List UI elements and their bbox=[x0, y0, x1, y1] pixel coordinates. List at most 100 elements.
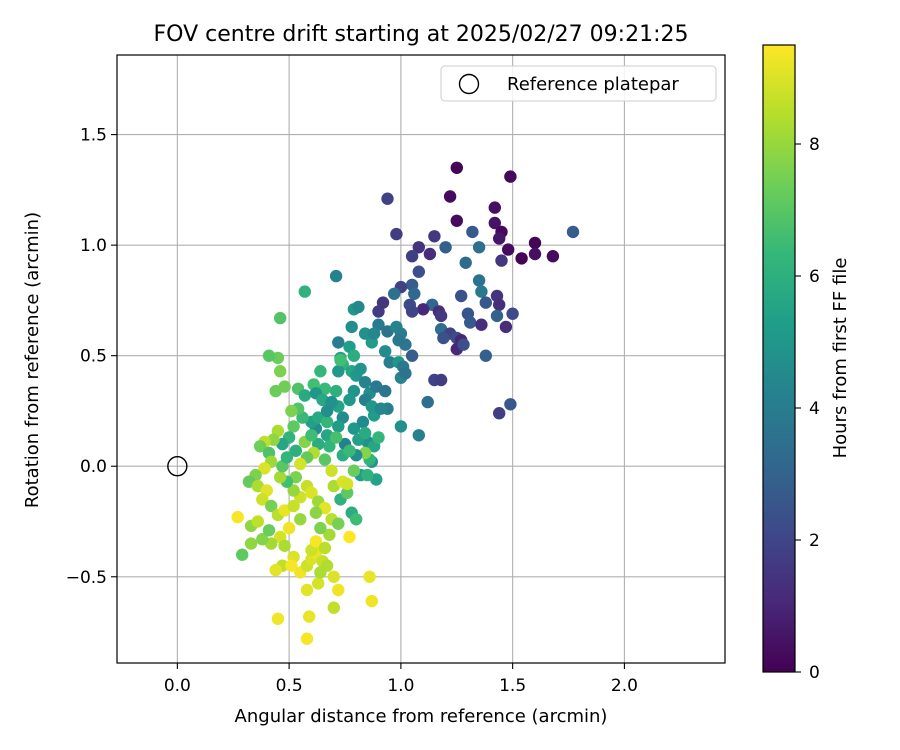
scatter-point bbox=[379, 345, 392, 358]
reference-platepar-marker bbox=[167, 456, 188, 477]
y-axis-label: Rotation from reference (arcmin) bbox=[22, 212, 43, 508]
scatter-point bbox=[285, 559, 298, 572]
scatter-point bbox=[332, 517, 345, 530]
scatter-point bbox=[493, 407, 506, 420]
scatter-point bbox=[405, 349, 419, 362]
scatter-point bbox=[405, 305, 419, 318]
scatter-point bbox=[332, 420, 345, 433]
colorbar-tick-label: 0 bbox=[809, 663, 820, 683]
scatter-point bbox=[379, 384, 392, 398]
scatter-point bbox=[341, 486, 354, 499]
scatter-point bbox=[318, 453, 332, 466]
scatter-point bbox=[372, 431, 385, 444]
scatter-point bbox=[499, 320, 513, 334]
scatter-point bbox=[285, 404, 298, 418]
scatter-point bbox=[502, 243, 515, 256]
scatter-point bbox=[493, 298, 506, 311]
scatter-point bbox=[265, 499, 278, 513]
scatter-point bbox=[488, 216, 501, 230]
scatter-point bbox=[271, 612, 285, 625]
scatter-point bbox=[566, 225, 580, 239]
y-tick-label: 0.5 bbox=[80, 347, 107, 367]
scatter-point bbox=[309, 506, 323, 519]
scatter-point bbox=[488, 201, 501, 214]
scatter-point bbox=[506, 307, 519, 320]
scatter-point bbox=[314, 521, 327, 535]
scatter-point bbox=[475, 318, 488, 331]
scatter-point bbox=[341, 477, 354, 491]
scatter-point bbox=[455, 289, 468, 303]
scatter-point bbox=[258, 462, 271, 475]
scatter-point bbox=[294, 513, 307, 526]
scatter-point bbox=[269, 563, 282, 577]
scatter-point bbox=[334, 353, 347, 367]
scatter-point bbox=[450, 214, 463, 227]
scatter-point bbox=[457, 338, 470, 351]
scatter-point bbox=[412, 265, 425, 278]
scatter-point bbox=[329, 269, 343, 283]
scatter-point bbox=[356, 415, 370, 429]
scatter-point bbox=[332, 336, 345, 349]
scatter-point bbox=[282, 521, 296, 535]
scatter-point bbox=[287, 420, 300, 433]
scatter-point bbox=[394, 420, 408, 433]
scatter-point bbox=[327, 570, 340, 583]
x-tick-label: 1.0 bbox=[387, 676, 414, 696]
y-axis-ticks: −0.5 0.0 0.5 1.0 1.5 bbox=[66, 126, 117, 588]
scatter-point bbox=[329, 384, 343, 398]
scatter-point bbox=[358, 327, 372, 340]
scatter-point bbox=[495, 254, 508, 267]
scatter-point bbox=[437, 331, 450, 345]
scatter-point bbox=[383, 356, 396, 369]
scatter-point bbox=[251, 515, 264, 528]
scatter-point bbox=[412, 241, 425, 254]
legend-marker bbox=[458, 73, 480, 95]
scatter-point bbox=[405, 250, 419, 263]
scatter-point bbox=[318, 541, 332, 555]
scatter-point bbox=[320, 415, 334, 429]
scatter-point bbox=[323, 528, 336, 541]
scatter-point bbox=[365, 594, 378, 608]
scatter-point bbox=[314, 566, 327, 579]
scatter-point bbox=[329, 431, 343, 444]
scatter-point bbox=[325, 464, 338, 477]
scatter-point bbox=[417, 303, 430, 316]
scatter-point bbox=[472, 241, 486, 254]
scatter-point bbox=[363, 570, 376, 583]
scatter-point bbox=[278, 539, 291, 552]
plot-area-frame bbox=[116, 54, 726, 664]
chart-title: FOV centre drift starting at 2025/02/27 … bbox=[154, 22, 689, 47]
scatter-point bbox=[347, 422, 361, 435]
scatter-point bbox=[305, 486, 318, 499]
scatter-point bbox=[421, 395, 434, 409]
scatter-point bbox=[323, 440, 336, 453]
scatter-point bbox=[475, 285, 488, 298]
colorbar-tick-label: 8 bbox=[809, 135, 820, 155]
scatter-point bbox=[374, 402, 387, 415]
scatter-point bbox=[280, 451, 294, 464]
scatter-point bbox=[236, 548, 249, 561]
scatter-point bbox=[399, 367, 412, 380]
scatter-point bbox=[493, 232, 506, 245]
scatter-point bbox=[274, 365, 287, 378]
legend: Reference platepar bbox=[440, 65, 717, 102]
scatter-point bbox=[253, 440, 267, 453]
scatter-point bbox=[320, 404, 334, 418]
scatter-point bbox=[350, 513, 363, 526]
scatter-point bbox=[300, 632, 314, 645]
x-tick-label: 0.5 bbox=[276, 676, 303, 696]
scatter-point bbox=[327, 601, 340, 614]
scatter-point bbox=[361, 468, 374, 482]
scatter-point bbox=[358, 376, 372, 389]
scatter-point bbox=[332, 365, 345, 378]
scatter-points bbox=[231, 161, 580, 645]
scatter-point bbox=[343, 444, 356, 457]
scatter-point bbox=[388, 287, 401, 300]
scatter-point bbox=[352, 300, 365, 314]
scatter-point bbox=[274, 471, 287, 484]
scatter-point bbox=[443, 190, 457, 203]
scatter-point bbox=[354, 362, 367, 376]
scatter-point bbox=[490, 309, 504, 323]
colorbar: 0 2 4 6 8 Hours from first FF file bbox=[762, 44, 851, 683]
